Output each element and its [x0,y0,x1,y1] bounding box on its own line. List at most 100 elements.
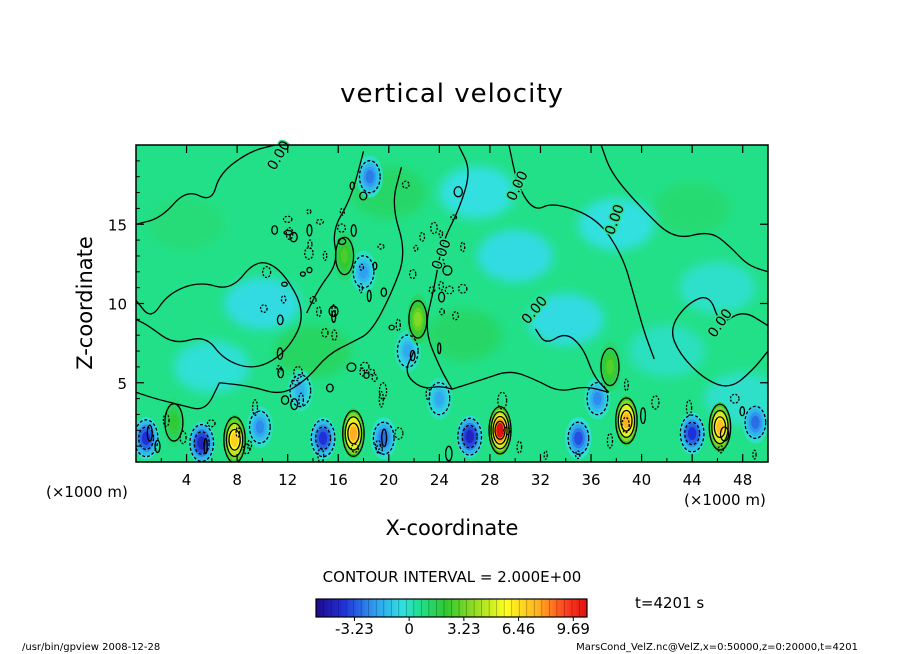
boundary-layer-contour [729,393,740,404]
downdraft-contour [310,419,336,458]
downdraft-core [246,406,273,449]
turbulence-contour [408,269,417,280]
turbulence-contour [281,281,288,287]
updraft-contour [347,422,360,445]
turbulence-contour [453,186,463,198]
turbulence-contour [285,227,294,241]
boundary-layer-contour [502,426,511,436]
field-patch [148,198,225,251]
downdraft-contour [372,421,395,455]
x-axis-label: X-coordinate [386,516,519,540]
turbulence-contour [452,311,460,321]
turbulence-contour [315,306,322,318]
turbulence-contour [437,342,442,355]
turbulence-contour [359,263,365,271]
colorbar-tick-label: 6.46 [502,620,535,638]
boundary-layer-contour [623,378,629,392]
updraft-core [333,230,356,281]
boundary-layer-contour [146,424,153,442]
colorbar: -3.23 0 3.23 6.46 9.69 [315,598,590,638]
turbulence-contour [440,262,446,269]
turbulence-contour [372,261,378,271]
downdraft-core [426,377,453,420]
turbulence-contour [331,329,338,342]
boundary-layer-contour [242,443,251,455]
colorbar-ticks: -3.23 0 3.23 6.46 9.69 [335,617,590,638]
plot-area: 0.000.000.000.000.000.00 [135,137,769,463]
colorbar-tick-label: -3.23 [335,620,374,638]
updraft-contour [615,397,638,445]
turbulence-contour [315,218,325,225]
x-tick-label: 48 [733,471,752,489]
turbulence-contour [438,229,444,239]
downdraft-contour [684,421,701,446]
turbulence-contour [283,229,293,236]
updraft-contour [228,428,241,451]
field-patch [439,166,516,219]
turbulence-contour [350,224,357,237]
x-tick-label: 36 [581,471,600,489]
downdraft-contour [136,419,159,458]
turbulence-contour [428,286,436,294]
x-tick-label: 16 [329,471,348,489]
updraft-core [162,397,185,448]
y-axis: 5 10 15 [108,160,768,447]
zero-contour [508,145,655,360]
turbulence-contour [413,244,419,252]
turbulence-contour [262,266,272,279]
field-background-blobs [148,166,768,425]
updraft-contour [223,416,246,462]
field-patch [527,293,604,346]
downdraft-core [565,417,592,460]
turbulence-contour [439,308,445,316]
field-patch [654,182,731,235]
turbulence-contour [307,239,313,250]
turbulence-contour [419,231,426,242]
turbulence-contour [280,295,287,304]
turbulence-contour [293,365,304,379]
field-patch [628,325,705,378]
y-tick-label: 15 [108,216,127,234]
turbulence-contour [366,289,372,303]
zero-contour [136,145,276,225]
updraft-contour [344,416,363,451]
boundary-layer-contour [317,447,325,462]
x-tick-label: 20 [379,471,398,489]
turbulence-contour [450,214,458,221]
turbulence-contour [331,304,336,317]
downdraft-contour [315,426,332,451]
zero-contour [534,328,610,393]
boundary-layer-contour [280,395,290,405]
downdraft-core [136,417,160,460]
boundary-layer-contour [290,398,299,411]
downdraft-contour [138,426,155,451]
updraft-contour [617,403,636,439]
boundary-layer-contour [298,392,305,408]
x-tick-label: 8 [232,471,242,489]
updraft-contour [225,422,244,458]
turbulence-contour [337,237,347,246]
boundary-layer-contour [203,437,208,455]
downdraft-contour [248,410,271,444]
turbulence-contour [306,266,313,274]
turbulence-contour [349,181,355,191]
turbulence-contour [309,295,317,304]
zero-contour [136,262,302,368]
boundary-layer-contour [425,387,431,401]
zero-contour [600,145,768,273]
boundary-layer-contour [516,440,523,454]
turbulence-contour [346,362,357,373]
field-patch [173,340,250,393]
downdraft-core [370,417,397,460]
downdraft-contour [586,381,609,416]
downdraft-contour [358,160,381,194]
turbulence-contour [339,207,346,216]
field-patch [477,229,554,282]
x-unit-left: (×1000 m) [46,483,128,501]
downdraft-contour [189,423,215,462]
downdraft-contour [679,414,705,453]
footer-right: MarsCond_VelZ.nc@VelZ,x=0:50000,z=0:2000… [576,642,858,653]
zero-contour [426,145,469,390]
turbulence-contour [359,367,366,377]
